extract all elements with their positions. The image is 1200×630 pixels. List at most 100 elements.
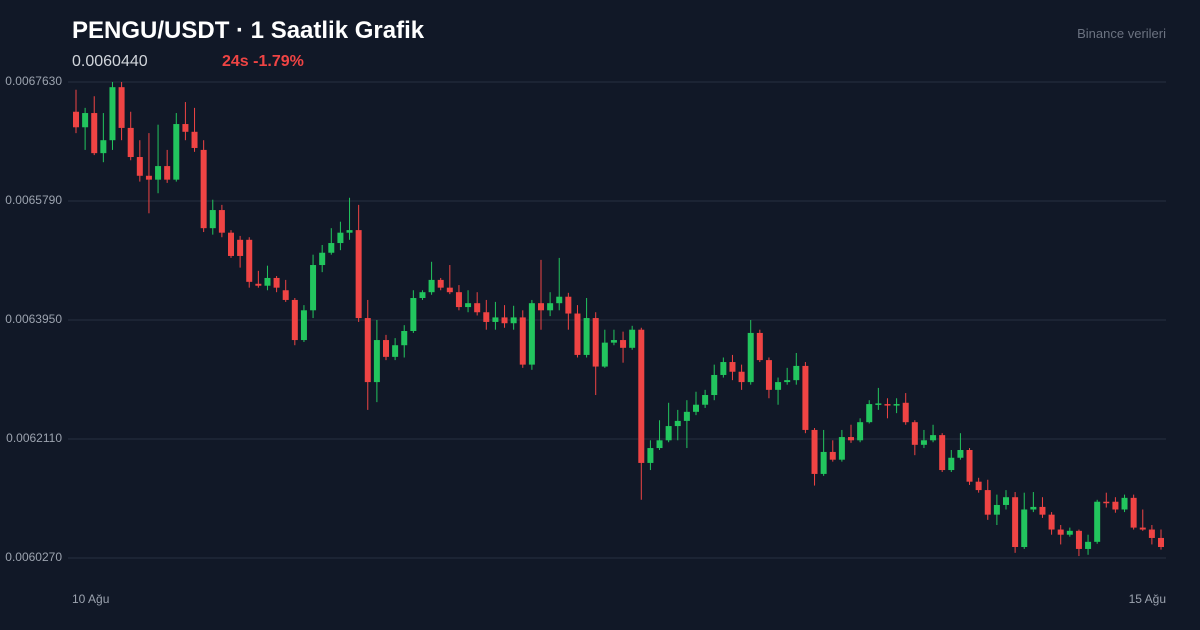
candle-body xyxy=(200,149,207,229)
candle-body xyxy=(246,239,253,282)
candle-body xyxy=(173,124,180,180)
candle-body xyxy=(802,365,809,430)
candle-body xyxy=(993,504,1000,515)
candle-body xyxy=(765,360,772,390)
candle-body xyxy=(1003,497,1009,505)
candle-body xyxy=(738,371,745,383)
candle-body xyxy=(355,230,362,319)
candle-body xyxy=(866,404,873,423)
candle-body xyxy=(565,296,572,314)
candle-body xyxy=(775,382,782,390)
candle-body xyxy=(264,277,271,286)
candle-body xyxy=(939,435,946,471)
candle-body xyxy=(547,303,554,311)
candle-body xyxy=(674,420,681,427)
candle-body xyxy=(930,435,937,441)
candle-body xyxy=(73,111,79,128)
candle-body xyxy=(702,395,709,405)
y-tick-label: 0.0063950 xyxy=(5,312,62,326)
candle-body xyxy=(747,332,754,383)
candle-body xyxy=(437,279,444,288)
candle-body xyxy=(784,380,791,383)
candle-body xyxy=(155,166,162,180)
y-tick-label: 0.0060270 xyxy=(5,550,62,564)
candle-body xyxy=(383,340,389,357)
candle-body xyxy=(310,265,317,311)
candle-body xyxy=(1130,497,1137,528)
candle-body xyxy=(620,340,627,348)
candle-body xyxy=(136,157,143,176)
candle-body xyxy=(319,252,326,266)
candle-body xyxy=(1030,506,1037,510)
candle-body xyxy=(592,318,599,367)
candle-body xyxy=(610,340,617,343)
candle-body xyxy=(683,411,690,421)
candle-body xyxy=(957,449,964,458)
candle-body xyxy=(875,403,882,405)
candle-body xyxy=(109,87,116,141)
candle-body xyxy=(538,303,544,311)
candle-body xyxy=(410,298,417,331)
candle-body xyxy=(373,340,380,383)
candle-body xyxy=(966,449,973,482)
candle-body xyxy=(337,232,344,244)
candle-body xyxy=(601,342,608,367)
candle-body xyxy=(209,210,216,229)
candle-body xyxy=(574,313,581,355)
candle-body xyxy=(1066,530,1073,535)
candle-body xyxy=(893,404,900,406)
candle-body xyxy=(1075,530,1082,549)
candle-body xyxy=(665,426,672,441)
candle-body xyxy=(118,87,125,128)
candle-body xyxy=(164,166,171,180)
candle-body xyxy=(829,451,836,460)
candle-body xyxy=(857,422,864,441)
x-tick-label: 10 Ağu xyxy=(72,592,109,606)
candle-body xyxy=(729,362,736,372)
candle-body xyxy=(756,332,763,361)
candle-body xyxy=(474,303,481,313)
candle-body xyxy=(392,345,399,357)
y-tick-label: 0.0062110 xyxy=(6,431,62,445)
candle-body xyxy=(91,113,98,154)
candle-body xyxy=(902,402,909,423)
candle-body xyxy=(638,329,645,463)
y-tick-label: 0.0065790 xyxy=(5,193,62,207)
candle-body xyxy=(82,113,89,128)
price: 0.0060440 xyxy=(72,53,148,70)
candle-body xyxy=(446,287,453,293)
candle-body xyxy=(848,437,854,441)
candle-body xyxy=(556,296,563,304)
candle-body xyxy=(1048,514,1055,530)
candle-body xyxy=(492,317,499,322)
change: 24s -1.79% xyxy=(222,53,304,70)
candle-body xyxy=(884,404,891,406)
candle-body xyxy=(984,490,991,515)
candle-body xyxy=(510,317,517,324)
candle-body xyxy=(291,299,298,341)
candle-body xyxy=(911,422,918,445)
candle-body xyxy=(711,374,718,396)
candle-body xyxy=(255,283,262,286)
candle-body xyxy=(145,175,152,180)
candle-body xyxy=(1039,506,1046,515)
candle-body xyxy=(1103,501,1110,504)
candle-body xyxy=(793,365,800,381)
candle-body xyxy=(920,440,927,445)
candle-body xyxy=(127,127,134,158)
candle-body xyxy=(1057,529,1064,535)
candle-body xyxy=(501,317,508,324)
candle-body xyxy=(455,292,462,308)
candle-body xyxy=(465,303,472,308)
candle-body xyxy=(364,318,371,383)
candle-body xyxy=(948,457,955,471)
candle-body xyxy=(811,429,818,474)
y-tick-label: 0.0067630 xyxy=(5,74,62,88)
candle-body xyxy=(820,451,827,474)
candle-body xyxy=(1021,509,1028,548)
candle-body xyxy=(1085,541,1092,549)
candle-body xyxy=(838,437,845,460)
chart-title: PENGU/USDT · 1 Saatlik Grafik xyxy=(72,17,425,44)
